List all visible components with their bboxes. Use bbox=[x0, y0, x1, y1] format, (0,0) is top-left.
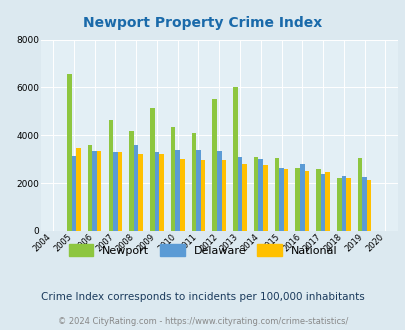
Bar bbox=[279, 168, 283, 231]
Bar bbox=[200, 160, 205, 231]
Bar bbox=[212, 99, 216, 231]
Bar bbox=[320, 174, 324, 231]
Bar bbox=[242, 164, 246, 231]
Bar bbox=[341, 176, 345, 231]
Bar bbox=[366, 180, 371, 231]
Bar bbox=[258, 159, 262, 231]
Bar bbox=[87, 145, 92, 231]
Bar bbox=[117, 152, 122, 231]
Bar bbox=[159, 154, 163, 231]
Bar bbox=[129, 130, 134, 231]
Bar bbox=[76, 148, 81, 231]
Bar bbox=[362, 177, 366, 231]
Text: Newport Property Crime Index: Newport Property Crime Index bbox=[83, 16, 322, 30]
Bar bbox=[71, 156, 76, 231]
Bar bbox=[191, 133, 196, 231]
Bar bbox=[304, 171, 309, 231]
Bar bbox=[175, 150, 179, 231]
Bar bbox=[315, 169, 320, 231]
Bar bbox=[295, 168, 299, 231]
Bar bbox=[345, 178, 350, 231]
Bar bbox=[108, 120, 113, 231]
Bar bbox=[299, 164, 304, 231]
Bar bbox=[179, 159, 184, 231]
Bar bbox=[253, 157, 258, 231]
Bar bbox=[67, 74, 71, 231]
Bar bbox=[196, 150, 200, 231]
Bar bbox=[274, 158, 279, 231]
Text: © 2024 CityRating.com - https://www.cityrating.com/crime-statistics/: © 2024 CityRating.com - https://www.city… bbox=[58, 317, 347, 326]
Bar bbox=[154, 152, 159, 231]
Bar bbox=[221, 160, 226, 231]
Bar bbox=[232, 87, 237, 231]
Bar bbox=[357, 158, 362, 231]
Bar bbox=[138, 154, 143, 231]
Bar bbox=[171, 127, 175, 231]
Bar bbox=[216, 151, 221, 231]
Bar bbox=[324, 172, 329, 231]
Bar bbox=[237, 157, 242, 231]
Bar bbox=[262, 165, 267, 231]
Bar bbox=[150, 108, 154, 231]
Bar bbox=[97, 151, 101, 231]
Bar bbox=[336, 178, 341, 231]
Bar bbox=[113, 152, 117, 231]
Bar bbox=[134, 145, 138, 231]
Text: Crime Index corresponds to incidents per 100,000 inhabitants: Crime Index corresponds to incidents per… bbox=[41, 292, 364, 302]
Bar bbox=[92, 151, 97, 231]
Bar bbox=[283, 169, 288, 231]
Legend: Newport, Delaware, National: Newport, Delaware, National bbox=[64, 240, 341, 260]
